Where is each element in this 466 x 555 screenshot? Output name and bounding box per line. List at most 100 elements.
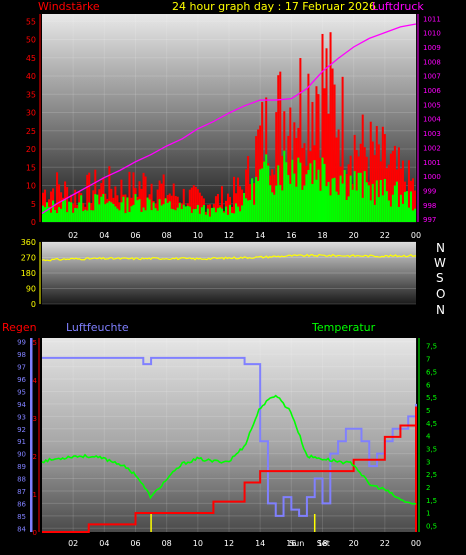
wind-bar — [291, 159, 294, 222]
wind-bar — [186, 205, 189, 222]
gust-bar — [391, 150, 394, 222]
wind-tick-label: 50 — [26, 36, 36, 45]
gust-bar — [279, 71, 282, 222]
wind-bar — [411, 210, 414, 222]
compass-north-bottom: N — [436, 303, 445, 317]
wind-bar — [385, 191, 388, 222]
gust-bar — [281, 155, 284, 222]
wind-bar — [200, 207, 203, 222]
wind-bar — [339, 175, 342, 222]
gust-bar — [237, 177, 240, 222]
wind-bar — [102, 194, 105, 222]
wind-bar — [222, 212, 225, 222]
wind-bar — [313, 160, 316, 222]
gust-bar — [44, 189, 47, 222]
wind-bar — [174, 210, 177, 222]
wind-bar — [206, 208, 209, 222]
rain-tick-label: 5 — [33, 339, 37, 347]
wind-bar — [208, 216, 211, 222]
gust-bar — [345, 173, 348, 222]
rain-tick-label: 0 — [33, 529, 37, 537]
wind-bar — [112, 204, 115, 222]
wind-bar — [90, 210, 93, 222]
wind-bar — [239, 211, 242, 222]
humidity-tick-label: 86 — [17, 500, 26, 508]
wind-bar — [237, 206, 240, 222]
wind-tick-label: 10 — [26, 182, 36, 191]
wind-bar — [198, 213, 201, 222]
time-tick-label: 02 — [68, 231, 78, 240]
wind-bar — [285, 162, 288, 222]
temperature-tick-label: 6 — [426, 381, 431, 389]
humidity-tick-label: 90 — [17, 451, 26, 459]
wind-bar — [192, 209, 195, 222]
gust-bar — [407, 160, 410, 222]
time-tick-label: 14 — [255, 539, 265, 548]
gust-bar — [220, 186, 223, 222]
wind-bar — [116, 208, 119, 222]
gust-bar — [239, 186, 242, 222]
wind-bar — [172, 209, 175, 222]
wind-bar — [267, 165, 270, 222]
wind-tick-label: 5 — [31, 200, 36, 209]
pressure-line — [41, 23, 417, 214]
gust-bar — [277, 75, 280, 222]
gust-bar — [413, 190, 416, 222]
compass-west: W — [434, 256, 446, 270]
wind-bar — [319, 190, 322, 222]
wind-direction-line — [41, 253, 417, 262]
wind-bar — [367, 185, 370, 222]
wind-bar — [86, 210, 89, 222]
wind-bar — [337, 194, 340, 222]
time-tick-label: 22 — [380, 539, 390, 548]
pressure-tick-label: 1002 — [423, 144, 441, 152]
gust-bar — [226, 193, 229, 222]
pressure-tick-label: 1011 — [423, 15, 441, 23]
gust-bar — [387, 164, 390, 222]
gust-bar — [156, 189, 159, 222]
gust-bar — [88, 172, 91, 222]
wind-tick-label: 0 — [31, 218, 36, 227]
wind-bar — [96, 194, 99, 222]
humidity-tick-label: 96 — [17, 376, 26, 384]
gust-bar — [397, 147, 400, 222]
wind-bar — [142, 207, 145, 222]
wind-bar — [343, 170, 346, 222]
gust-bar — [323, 88, 326, 223]
gust-bar — [174, 196, 177, 222]
wind-bar — [377, 197, 380, 222]
wind-bar — [92, 210, 95, 222]
wind-bar — [82, 211, 85, 222]
wind-bar — [289, 183, 292, 222]
time-tick-label: 00 — [411, 539, 421, 548]
rain-tick-label: 4 — [33, 377, 38, 385]
wind-bar — [132, 204, 135, 222]
wind-bar — [361, 197, 364, 222]
wind-bar — [210, 207, 213, 222]
wind-bar — [229, 204, 232, 222]
humidity-line — [42, 356, 417, 517]
wind-bar — [261, 168, 264, 222]
temperature-tick-label: 4 — [426, 433, 431, 441]
wind-bar — [329, 195, 332, 222]
wind-bar — [70, 202, 73, 222]
time-tick-label: 16 — [286, 539, 296, 548]
wind-bar — [164, 198, 167, 222]
wind-bar — [202, 205, 205, 222]
pressure-tick-label: 997 — [423, 216, 436, 224]
gust-bar — [192, 185, 195, 222]
gust-bar — [401, 160, 404, 222]
temperature-tick-label: 0,5 — [426, 523, 437, 531]
wind-bar — [299, 162, 302, 222]
wind-bar — [124, 213, 127, 222]
wind-bar — [327, 181, 330, 222]
wind-bar — [204, 214, 207, 222]
wind-bar — [351, 189, 354, 222]
gust-bar — [307, 73, 310, 222]
wind-bar — [110, 202, 113, 222]
wind-bar — [154, 208, 157, 222]
time-tick-label: 08 — [162, 231, 172, 240]
wind-bar — [216, 208, 219, 222]
humidity-tick-label: 89 — [17, 463, 26, 471]
compass-east: O — [436, 287, 446, 301]
